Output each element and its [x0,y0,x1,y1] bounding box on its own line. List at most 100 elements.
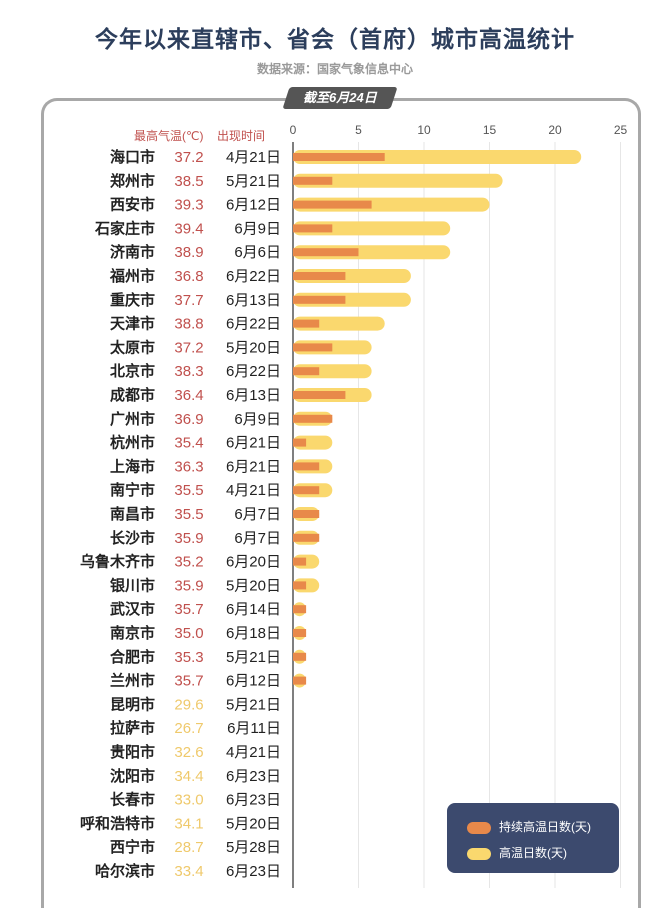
bar-continuous-days [293,510,320,518]
bar-continuous-days [293,200,372,209]
date-label: 4月21日 [226,149,281,166]
date-label: 4月21日 [226,482,281,499]
max-temp-label: 36.8 [174,268,203,285]
legend-label-continuous: 持续高温日数(天) [499,820,591,834]
date-label: 6月23日 [226,792,281,809]
bar-continuous-days [293,652,307,661]
max-temp-label: 33.4 [174,863,203,880]
city-label: 兰州市 [110,672,155,690]
date-label: 4月21日 [226,744,281,761]
bar-continuous-days [293,272,346,280]
bar-continuous-days [293,486,320,495]
bar-continuous-days [293,557,307,566]
city-label: 南昌市 [110,505,155,523]
date-label: 6月22日 [226,316,281,333]
city-label: 广州市 [110,410,155,428]
max-temp-label: 37.7 [174,292,203,309]
city-label: 南宁市 [110,481,155,499]
date-label: 6月12日 [226,673,281,690]
max-temp-label: 34.1 [174,815,203,832]
date-label: 6月14日 [226,601,281,618]
city-label: 海口市 [110,148,155,166]
bar-continuous-days [293,605,307,614]
x-tick-label: 20 [548,123,562,137]
max-temp-label: 39.4 [174,220,203,237]
date-header: 出现时间 [217,129,266,143]
max-temp-label: 36.4 [174,387,203,404]
legend-item-continuous: 持续高温日数(天) [467,818,591,835]
max-temp-label: 26.7 [174,720,203,737]
bar-continuous-days [293,176,333,185]
city-label: 拉萨市 [110,719,155,737]
city-label: 长春市 [110,791,155,809]
city-label: 北京市 [110,362,155,380]
max-temp-label: 35.5 [174,482,203,499]
date-label: 6月11日 [227,720,281,737]
x-tick-label: 0 [290,123,297,137]
bar-continuous-days [293,414,333,423]
city-label: 石家庄市 [94,219,155,237]
date-label: 6月22日 [226,363,281,380]
max-temp-label: 35.4 [174,435,203,452]
city-label: 昆明市 [110,695,155,713]
city-label: 福州市 [109,267,155,285]
date-label: 5月21日 [226,173,281,190]
legend-label-total: 高温日数(天) [499,846,567,860]
chart-title: 今年以来直辖市、省会（首府）城市高温统计 [95,26,575,52]
city-label: 西安市 [110,196,155,214]
city-label: 武汉市 [110,600,155,618]
date-label: 6月7日 [234,530,281,547]
max-temp-label: 35.7 [174,673,203,690]
city-label: 杭州市 [110,434,155,452]
city-label: 贵阳市 [110,743,155,761]
bar-total-days [293,173,503,188]
bar-continuous-days [293,462,320,471]
x-tick-label: 25 [614,123,628,137]
max-temp-label: 29.6 [174,696,203,713]
bar-continuous-days [293,248,359,257]
max-temp-label: 35.5 [174,506,203,523]
max-temp-label: 37.2 [174,149,203,166]
city-label: 成都市 [110,386,155,404]
bar-continuous-days [293,367,320,376]
city-label: 南京市 [110,624,155,642]
city-label: 合肥市 [109,648,155,666]
city-label: 乌鲁木齐市 [80,553,155,571]
bar-continuous-days [293,343,333,352]
max-temp-label: 35.0 [174,625,203,642]
city-label: 沈阳市 [110,767,155,785]
max-temp-label: 35.9 [174,530,203,547]
date-label: 6月6日 [234,244,281,261]
date-label: 6月22日 [226,268,281,285]
bar-continuous-days [293,438,307,447]
city-label: 重庆市 [110,291,155,309]
city-label: 太原市 [110,338,155,356]
bar-continuous-days [293,224,333,233]
x-tick-label: 15 [483,123,497,137]
bar-continuous-days [293,391,346,399]
max-temp-label: 38.8 [174,316,203,333]
max-temp-label: 39.3 [174,197,203,214]
city-label: 济南市 [110,243,155,261]
date-label: 6月23日 [226,768,281,785]
bar-continuous-days [293,295,346,304]
city-label: 银川市 [110,576,155,594]
legend-item-total: 高温日数(天) [467,844,567,861]
max-temp-label: 28.7 [174,839,203,856]
max-temp-label: 33.0 [174,792,203,809]
date-label: 6月9日 [234,411,281,428]
max-temp-label: 38.9 [174,244,203,261]
date-label: 5月21日 [226,649,281,666]
city-label: 长沙市 [110,529,155,547]
city-label: 郑州市 [110,172,155,190]
bar-continuous-days [293,629,307,637]
max-temp-label: 35.2 [174,554,203,571]
max-temp-label: 35.9 [174,577,203,594]
max-temp-label: 38.3 [174,363,203,380]
x-tick-label: 10 [417,123,431,137]
max-temp-label: 36.3 [174,458,203,475]
date-label: 6月20日 [226,554,281,571]
date-label: 6月12日 [226,197,281,214]
city-label: 西宁市 [110,838,155,856]
